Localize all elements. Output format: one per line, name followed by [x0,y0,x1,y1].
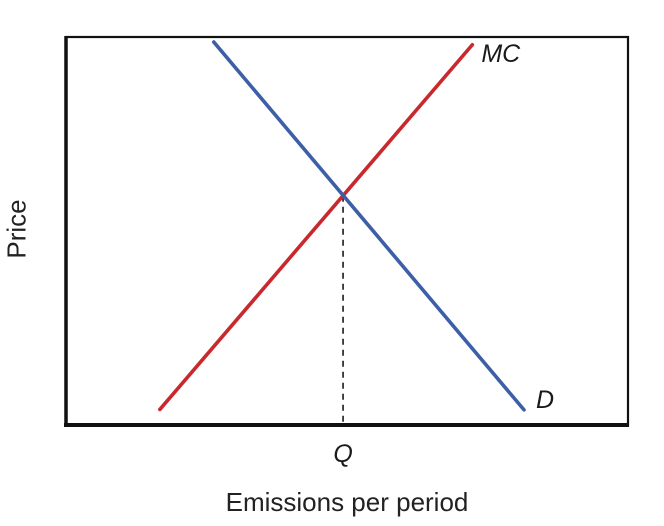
demand-curve-label: D [536,386,554,414]
demand-curve [212,40,526,412]
mc-curve [158,42,475,412]
plot-frame [64,35,630,427]
mc-curve-label: MC [481,40,521,68]
equilibrium-quantity-label: Q [333,440,352,468]
x-axis-title: Emissions per period [225,487,469,517]
